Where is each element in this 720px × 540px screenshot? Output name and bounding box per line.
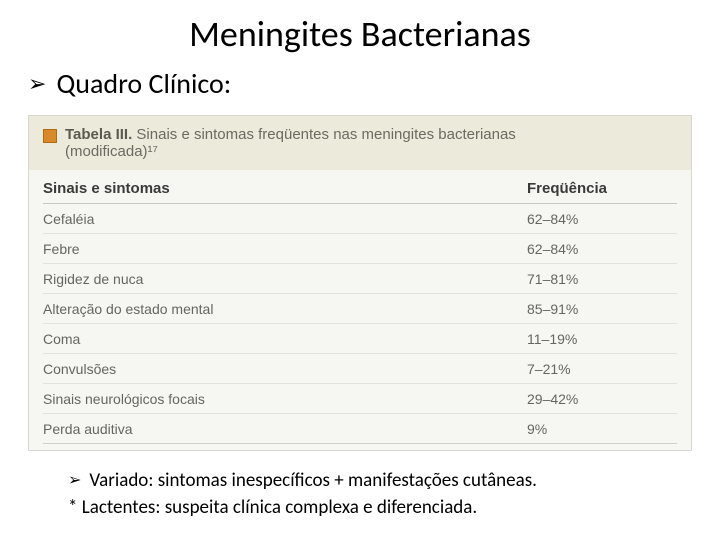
- arrow-icon: ➢: [68, 473, 81, 489]
- page-title: Meningites Bacterianas: [28, 12, 692, 56]
- table-cell-symptom: Alteração do estado mental: [43, 301, 527, 317]
- table-caption-line2: (modificada)¹⁷: [65, 143, 158, 160]
- table-header-col2: Freqüência: [527, 180, 677, 197]
- table-row: Coma11–19%: [43, 324, 677, 354]
- table-body: Sinais e sintomas Freqüência Cefaléia62–…: [29, 170, 691, 450]
- table-caption-line1: Sinais e sintomas freqüentes nas meningi…: [136, 126, 515, 143]
- table-header-col1: Sinais e sintomas: [43, 180, 527, 197]
- table-row: Alteração do estado mental85–91%: [43, 294, 677, 324]
- arrow-icon: ➢: [28, 73, 46, 95]
- table-cell-symptom: Coma: [43, 331, 527, 347]
- table-cell-frequency: 85–91%: [527, 301, 677, 317]
- footer-bullet-line: ➢ Variado: sintomas inespecíficos + mani…: [68, 469, 692, 492]
- footer-bullet-text: Variado: sintomas inespecíficos + manife…: [89, 469, 537, 492]
- table-cell-frequency: 7–21%: [527, 361, 677, 377]
- table-caption: Tabela III. Sinais e sintomas freqüentes…: [65, 126, 516, 160]
- table-row: Convulsões7–21%: [43, 354, 677, 384]
- table-cell-frequency: 62–84%: [527, 241, 677, 257]
- bullet-quadro-clinico: ➢ Quadro Clínico:: [28, 66, 692, 101]
- table-cell-symptom: Sinais neurológicos focais: [43, 391, 527, 407]
- table-row: Febre62–84%: [43, 234, 677, 264]
- table-cell-symptom: Febre: [43, 241, 527, 257]
- table-cell-frequency: 62–84%: [527, 211, 677, 227]
- table-cell-frequency: 29–42%: [527, 391, 677, 407]
- table-cell-symptom: Rigidez de nuca: [43, 271, 527, 287]
- table-cell-symptom: Cefaléia: [43, 211, 527, 227]
- table-container: Tabela III. Sinais e sintomas freqüentes…: [28, 115, 692, 451]
- table-cell-frequency: 11–19%: [527, 331, 677, 347]
- table-caption-bar: Tabela III. Sinais e sintomas freqüentes…: [29, 116, 691, 170]
- table-header-row: Sinais e sintomas Freqüência: [43, 170, 677, 204]
- table-row: Cefaléia62–84%: [43, 204, 677, 234]
- table-row: Perda auditiva9%: [43, 414, 677, 444]
- table-row: Sinais neurológicos focais29–42%: [43, 384, 677, 414]
- table-cell-frequency: 71–81%: [527, 271, 677, 287]
- table-cell-frequency: 9%: [527, 421, 677, 437]
- footer-note: * Lactentes: suspeita clínica complexa e…: [68, 496, 692, 519]
- footer-block: ➢ Variado: sintomas inespecíficos + mani…: [28, 469, 692, 519]
- table-marker-icon: [43, 129, 57, 143]
- table-label: Tabela III.: [65, 126, 132, 143]
- table-row: Rigidez de nuca71–81%: [43, 264, 677, 294]
- table-cell-symptom: Perda auditiva: [43, 421, 527, 437]
- table-cell-symptom: Convulsões: [43, 361, 527, 377]
- bullet-text: Quadro Clínico:: [56, 66, 231, 101]
